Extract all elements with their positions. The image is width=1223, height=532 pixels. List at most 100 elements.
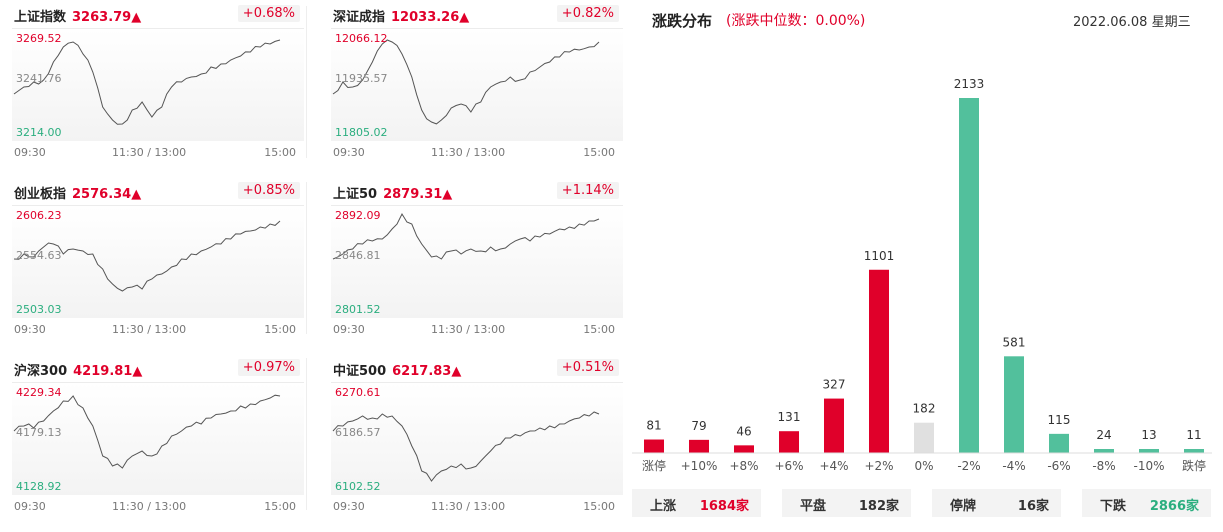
- bar-category-label: +4%: [819, 459, 848, 473]
- index-card[interactable]: 创业板指 2576.34▲ +0.85% 2606.23 2554.63 2503…: [12, 177, 304, 347]
- time-open: 09:30: [14, 500, 46, 513]
- time-midday: 11:30 / 13:00: [431, 323, 506, 336]
- summary-box: 停牌 16家: [932, 489, 1061, 517]
- time-midday: 11:30 / 13:00: [112, 146, 187, 159]
- distribution-bar: [824, 398, 844, 453]
- chart-prev-close-label: 3241.76: [16, 72, 62, 85]
- time-midday: 11:30 / 13:00: [112, 500, 187, 513]
- chart-background: [12, 205, 304, 318]
- index-card[interactable]: 上证指数 3263.79▲ +0.68% 3269.52 3241.76 3214…: [12, 0, 304, 170]
- summary-value: 2866家: [1149, 499, 1199, 514]
- distribution-bar: [1049, 433, 1069, 453]
- intraday-chart: 4229.34 4179.13 4128.92: [12, 382, 304, 495]
- bar-value-label: 13: [1141, 428, 1156, 442]
- index-title: 创业板指 2576.34▲: [14, 183, 141, 202]
- distribution-bar: [1139, 449, 1159, 453]
- price-polyline: [332, 39, 600, 125]
- time-open: 09:30: [333, 500, 365, 513]
- bar-category-label: 跌停: [1182, 458, 1206, 473]
- index-card[interactable]: 中证500 6217.83▲ +0.51% 6270.61 6186.57 610…: [331, 354, 623, 524]
- summary-label: 平盘: [800, 499, 827, 514]
- distribution-bar: [734, 445, 754, 453]
- chart-low-label: 4128.92: [16, 480, 62, 493]
- price-polyline: [332, 411, 600, 482]
- time-midday: 11:30 / 13:00: [112, 323, 187, 336]
- intraday-chart: 12066.12 11935.57 11805.02: [331, 28, 623, 141]
- bar-category-label: -10%: [1133, 459, 1164, 473]
- time-open: 09:30: [14, 323, 46, 336]
- index-title: 沪深300 4219.81▲: [14, 360, 142, 379]
- bar-value-label: 1101: [864, 249, 895, 263]
- chart-low-label: 11805.02: [335, 126, 388, 139]
- bar-category-label: -4%: [1002, 459, 1025, 473]
- column-divider: [306, 6, 307, 158]
- bar-category-label: 0%: [914, 459, 933, 473]
- distribution-bar-chart: 81 涨停 79 +10% 46 +8% 131 +6% 327 +4% 1101 +2% 182 0% 2…: [632, 77, 1212, 473]
- time-midday: 11:30 / 13:00: [431, 500, 506, 513]
- chart-high-label: 2606.23: [16, 209, 62, 222]
- distribution-bar: [959, 98, 979, 453]
- index-name: 深证成指: [333, 10, 386, 25]
- summary-box: 上涨 1684家: [632, 489, 761, 517]
- chart-prev-close-label: 6186.57: [335, 426, 381, 439]
- chart-high-label: 4229.34: [16, 386, 62, 399]
- summary-box: 下跌 2866家: [1082, 489, 1211, 517]
- summary-value: 1684家: [699, 499, 749, 514]
- index-change-badge: +1.14%: [556, 182, 619, 199]
- chart-prev-close-label: 4179.13: [16, 426, 62, 439]
- bar-value-label: 327: [823, 378, 846, 392]
- bar-value-label: 81: [646, 419, 661, 433]
- index-change-badge: +0.82%: [556, 5, 619, 22]
- index-card[interactable]: 沪深300 4219.81▲ +0.97% 4229.34 4179.13 412…: [12, 354, 304, 524]
- bar-category-label: -2%: [957, 459, 980, 473]
- bar-value-label: 2133: [954, 77, 985, 91]
- chart-low-label: 2503.03: [16, 303, 62, 316]
- bar-value-label: 11: [1186, 428, 1201, 442]
- price-line: [13, 220, 281, 292]
- bar-category-label: -8%: [1092, 459, 1115, 473]
- price-line: [332, 39, 600, 125]
- time-close: 15:00: [264, 323, 296, 336]
- time-close: 15:00: [583, 146, 615, 159]
- bar-value-label: 79: [691, 419, 706, 433]
- index-card[interactable]: 上证50 2879.31▲ +1.14% 2892.09 2846.81 2801…: [331, 177, 623, 347]
- summary-value: 16家: [1017, 499, 1049, 514]
- chart-background: [12, 382, 304, 495]
- bar-category-label: +6%: [774, 459, 803, 473]
- chart-low-label: 3214.00: [16, 126, 62, 139]
- time-close: 15:00: [583, 323, 615, 336]
- column-divider: [306, 358, 307, 510]
- index-title: 上证指数 3263.79▲: [14, 6, 141, 25]
- price-line: [13, 39, 281, 125]
- chart-prev-close-label: 11935.57: [335, 72, 388, 85]
- distribution-bar: [1094, 449, 1114, 453]
- summary-label: 上涨: [650, 499, 677, 514]
- index-name: 沪深300: [14, 364, 68, 379]
- summary-value: 182家: [858, 499, 899, 514]
- time-open: 09:30: [333, 146, 365, 159]
- distribution-bar: [1184, 449, 1204, 453]
- distribution-bar: [689, 439, 709, 453]
- distribution-bar: [779, 431, 799, 453]
- chart-high-label: 6270.61: [335, 386, 381, 399]
- bar-value-label: 46: [736, 424, 751, 438]
- index-card[interactable]: 深证成指 12033.26▲ +0.82% 12066.12 11935.57 1…: [331, 0, 623, 170]
- time-close: 15:00: [583, 500, 615, 513]
- chart-high-label: 12066.12: [335, 32, 388, 45]
- distribution-bar: [1004, 356, 1024, 453]
- chart-low-label: 6102.52: [335, 480, 381, 493]
- intraday-chart: 6270.61 6186.57 6102.52: [331, 382, 623, 495]
- chart-high-label: 2892.09: [335, 209, 381, 222]
- chart-background: [331, 205, 623, 318]
- distribution-bar: [869, 269, 889, 453]
- chart-low-label: 2801.52: [335, 303, 381, 316]
- index-name: 上证50: [333, 187, 378, 202]
- distribution-title: 涨跌分布: [652, 12, 713, 30]
- bar-value-label: 581: [1003, 335, 1026, 349]
- chart-high-label: 3269.52: [16, 32, 62, 45]
- time-close: 15:00: [264, 146, 296, 159]
- index-change-badge: +0.51%: [556, 359, 619, 376]
- index-title: 上证50 2879.31▲: [333, 183, 452, 202]
- index-value: 2576.34▲: [72, 187, 142, 202]
- index-name: 中证500: [333, 364, 387, 379]
